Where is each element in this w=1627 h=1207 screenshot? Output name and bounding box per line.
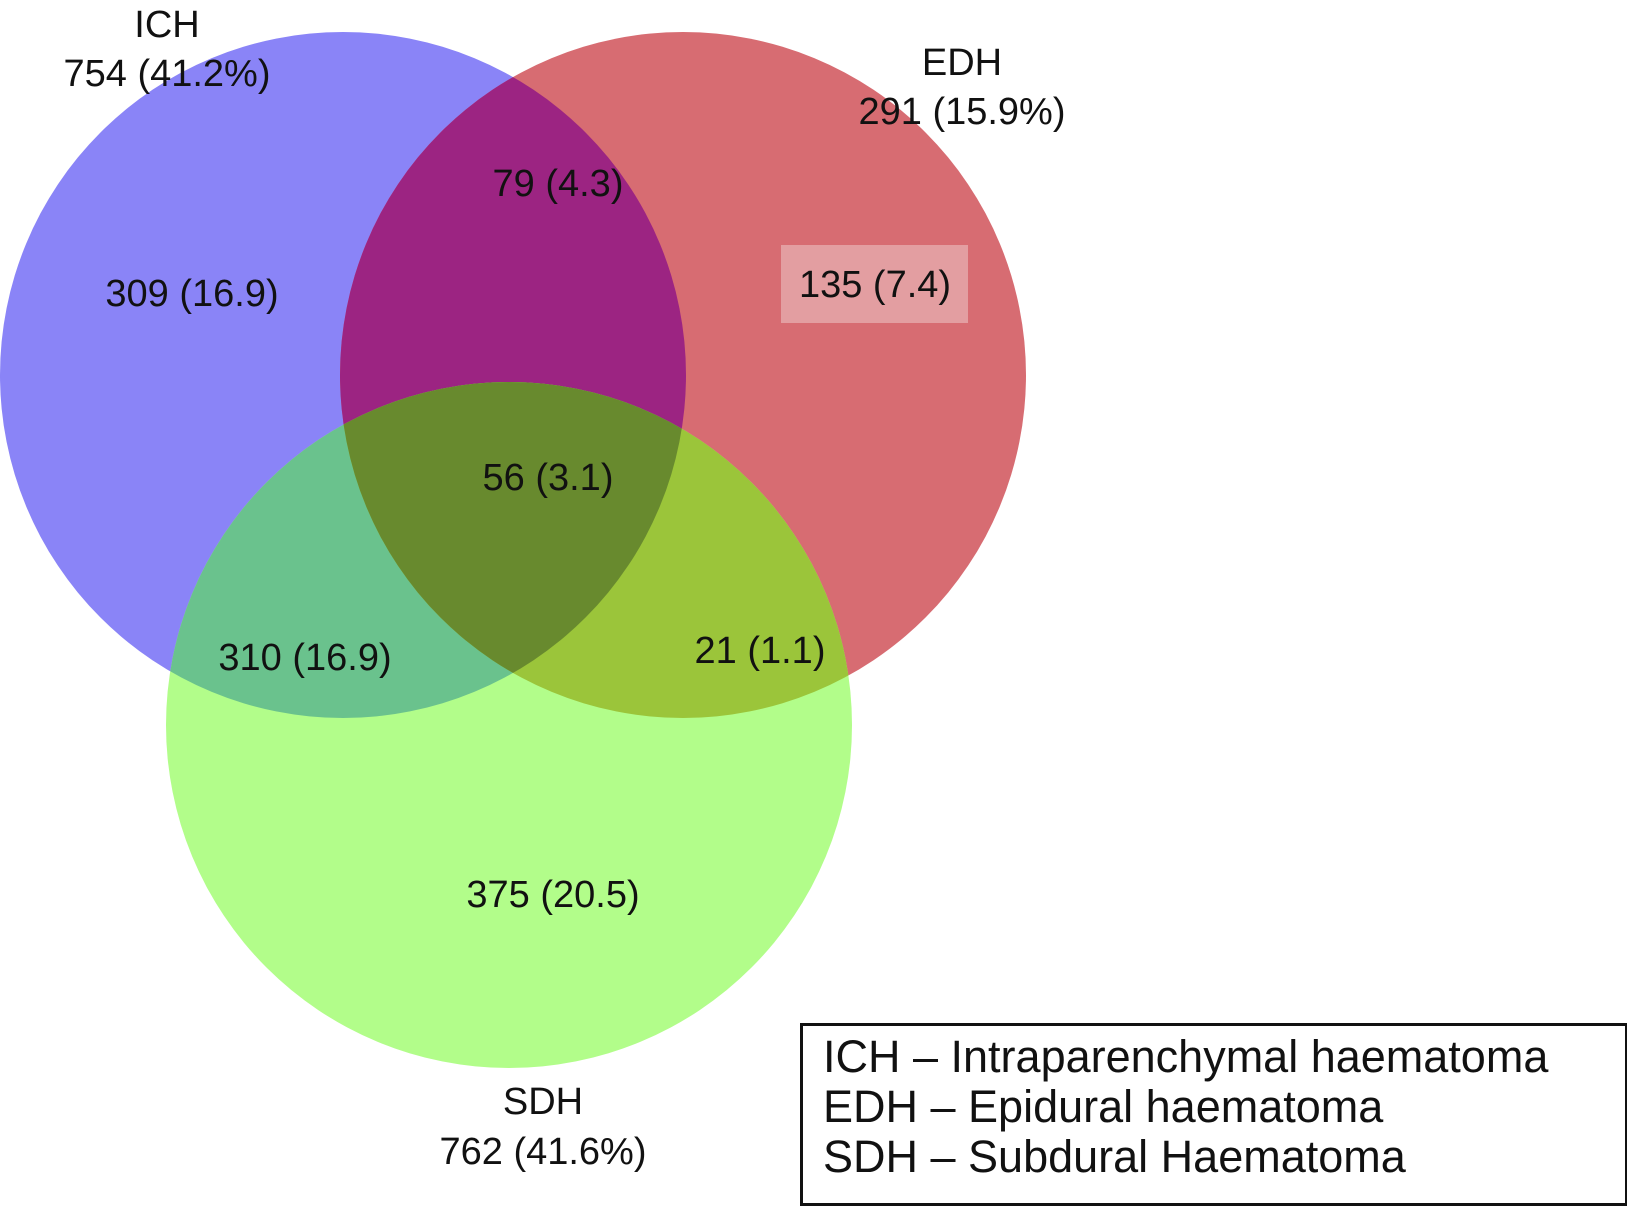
triple-count: 56 (3.1) [483,457,614,499]
legend-entry-ich: ICH – Intraparenchymal haematoma [823,1031,1549,1082]
edh-only-label-highlight [781,245,968,323]
sdh-set-total: 762 (41.6%) [439,1131,646,1173]
legend: ICH – Intraparenchymal haematoma EDH – E… [800,1023,1627,1206]
ich-only-count: 309 (16.9) [105,273,278,315]
ich-sdh-count: 310 (16.9) [218,637,391,679]
legend-entry-sdh: SDH – Subdural Haematoma [823,1131,1406,1182]
edh-sdh-count: 21 (1.1) [695,630,826,672]
ich-set-total: 754 (41.2%) [63,53,270,95]
legend-entry-edh: EDH – Epidural haematoma [823,1081,1384,1132]
edh-set-total: 291 (15.9%) [858,91,1065,133]
sdh-set-name: SDH [503,1081,583,1123]
edh-sdh-overlap [340,382,852,718]
sdh-only-count: 375 (20.5) [466,874,639,916]
ich-edh-count: 79 (4.3) [493,163,624,205]
ich-set-name: ICH [134,4,199,46]
edh-set-name: EDH [922,42,1002,84]
edh-only-count: 135 (7.4) [799,264,951,306]
